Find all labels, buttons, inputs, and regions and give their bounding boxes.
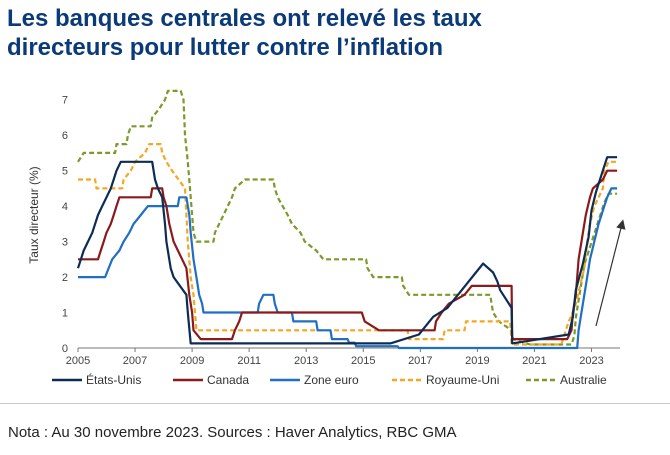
chart-legend: États-Unis Canada Zone euro Royaume-Uni Aust… xyxy=(52,372,607,387)
series-line-1 xyxy=(78,169,618,341)
x-tick-label: 2023 xyxy=(579,355,603,367)
legend-label-3: Royaume-Uni xyxy=(426,373,499,387)
series-line-2 xyxy=(78,187,618,350)
source-note: Nota : Au 30 novembre 2023. Sources : Ha… xyxy=(8,424,457,441)
x-tick-label: 2007 xyxy=(123,355,147,367)
series-line-0 xyxy=(76,156,618,345)
chart-axes: 0 1 2 3 4 5 6 7 2005 2007 2009 2011 2013 2015 2017 2019… xyxy=(27,95,620,367)
y-tick-label: 6 xyxy=(62,130,68,142)
policy-rate-chart: 0 1 2 3 4 5 6 7 2005 2007 2009 2011 2013 2015 2017 2019… xyxy=(27,89,626,387)
chart-series xyxy=(76,89,618,350)
y-tick-label: 3 xyxy=(62,237,68,249)
title-line-2: directeurs pour lutter contre l’inflatio… xyxy=(7,34,444,61)
x-tick-label: 2011 xyxy=(237,355,261,367)
upward-arrow-icon xyxy=(595,219,626,327)
legend-label-1: Canada xyxy=(207,373,249,387)
x-tick-label: 2019 xyxy=(465,355,489,367)
x-tick-label: 2009 xyxy=(180,355,204,367)
y-tick-label: 5 xyxy=(62,166,68,178)
y-tick-label: 2 xyxy=(62,272,68,284)
x-tick-label: 2017 xyxy=(408,355,432,367)
series-line-4 xyxy=(77,89,618,346)
page-title: Les banques centrales ont relevé les tau… xyxy=(7,4,657,62)
legend-label-0: États-Unis xyxy=(86,372,141,387)
y-axis-label: Taux directeur (%) xyxy=(27,166,41,263)
x-tick-label: 2013 xyxy=(294,355,318,367)
footer-divider xyxy=(0,403,670,404)
legend-label-2: Zone euro xyxy=(304,373,359,387)
y-tick-label: 4 xyxy=(62,201,68,213)
series-line-3 xyxy=(78,143,618,346)
x-tick-label: 2021 xyxy=(522,355,546,367)
title-line-1: Les banques centrales ont relevé les tau… xyxy=(7,5,482,32)
y-tick-label: 7 xyxy=(62,95,68,107)
legend-label-4: Australie xyxy=(560,373,607,387)
x-tick-label: 2015 xyxy=(351,355,375,367)
y-tick-label: 0 xyxy=(62,343,68,355)
chart-annotations xyxy=(595,219,626,327)
y-tick-label: 1 xyxy=(62,308,68,320)
x-tick-label: 2005 xyxy=(66,355,90,367)
